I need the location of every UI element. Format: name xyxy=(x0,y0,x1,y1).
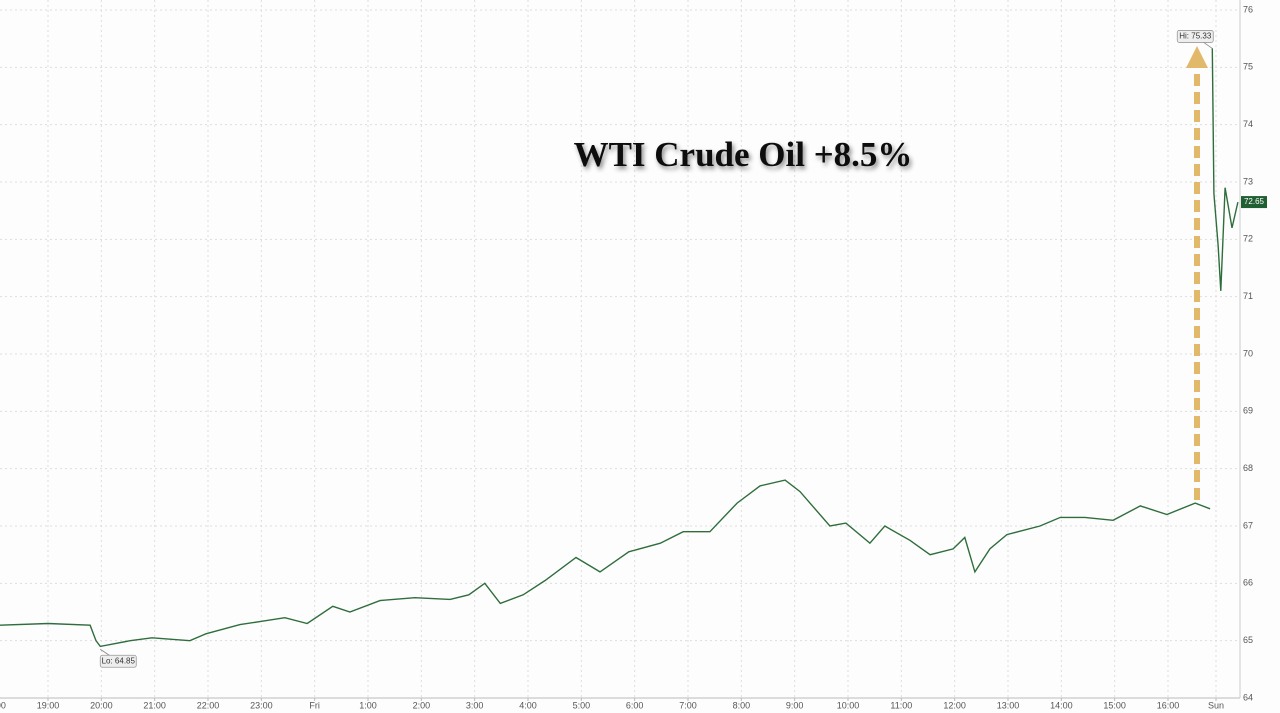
annotation-box xyxy=(99,654,137,668)
annotation-label: Lo: 64.85 xyxy=(102,656,136,665)
y-tick-label: 68 xyxy=(1243,463,1253,473)
x-tick-label: 14:00 xyxy=(1050,700,1073,710)
y-tick-label: 69 xyxy=(1243,406,1253,416)
chart-title: WTI Crude Oil +8.5% xyxy=(574,135,913,174)
x-tick-label: 11:00 xyxy=(890,700,912,710)
x-tick-label: 12:00 xyxy=(943,700,966,710)
y-tick-label: 73 xyxy=(1243,176,1253,186)
arrow xyxy=(1186,46,1208,500)
x-tick-label: 21:00 xyxy=(143,700,166,710)
x-tick-label: 7:00 xyxy=(679,700,697,710)
y-tick-label: 76 xyxy=(1243,4,1253,14)
x-tick-label: 19:00 xyxy=(37,700,60,710)
x-tick-label: 10:00 xyxy=(837,700,860,710)
x-tick-label: 16:00 xyxy=(1157,700,1180,710)
x-tick-label: 22:00 xyxy=(197,700,220,710)
grid xyxy=(0,0,1240,699)
x-tick-label: 6:00 xyxy=(626,700,644,710)
x-tick-label: 4:00 xyxy=(519,700,537,710)
x-tick-label: 20:00 xyxy=(90,700,113,710)
x-tick-label: 13:00 xyxy=(997,700,1020,710)
last-price-box xyxy=(1241,196,1267,209)
y-tick-label: 72 xyxy=(1243,234,1253,244)
y-tick-label: 66 xyxy=(1243,578,1253,588)
y-tick-label: 74 xyxy=(1243,119,1253,129)
annotation-box xyxy=(1176,30,1214,43)
price-line xyxy=(0,48,1239,648)
x-tick-label: 1:00 xyxy=(359,700,377,710)
y-tick-label: 75 xyxy=(1243,62,1253,72)
x-tick-label: Fri xyxy=(309,700,320,710)
x-tick-label: 9:00 xyxy=(786,700,804,710)
x-tick-label: 3:00 xyxy=(466,700,484,710)
plot xyxy=(0,48,1239,648)
y-tick-label: 71 xyxy=(1243,291,1253,301)
x-tick-label: 23:00 xyxy=(250,700,273,710)
x-tick-label: Sun xyxy=(1208,700,1224,710)
last-price-label: 72.65 xyxy=(1244,197,1265,206)
x-tick-label: 15:00 xyxy=(1103,700,1126,710)
y-tick-label: 65 xyxy=(1243,635,1253,645)
x-tick-label: 18:00 xyxy=(0,700,6,710)
x-tick-label: 8:00 xyxy=(733,700,751,710)
y-tick-label: 70 xyxy=(1243,348,1253,358)
x-tick-label: 5:00 xyxy=(573,700,591,710)
y-tick-label: 64 xyxy=(1243,692,1253,702)
y-tick-label: 67 xyxy=(1243,520,1253,530)
x-tick-label: 2:00 xyxy=(413,700,431,710)
annotation-label: Hi: 75.33 xyxy=(1179,32,1212,41)
